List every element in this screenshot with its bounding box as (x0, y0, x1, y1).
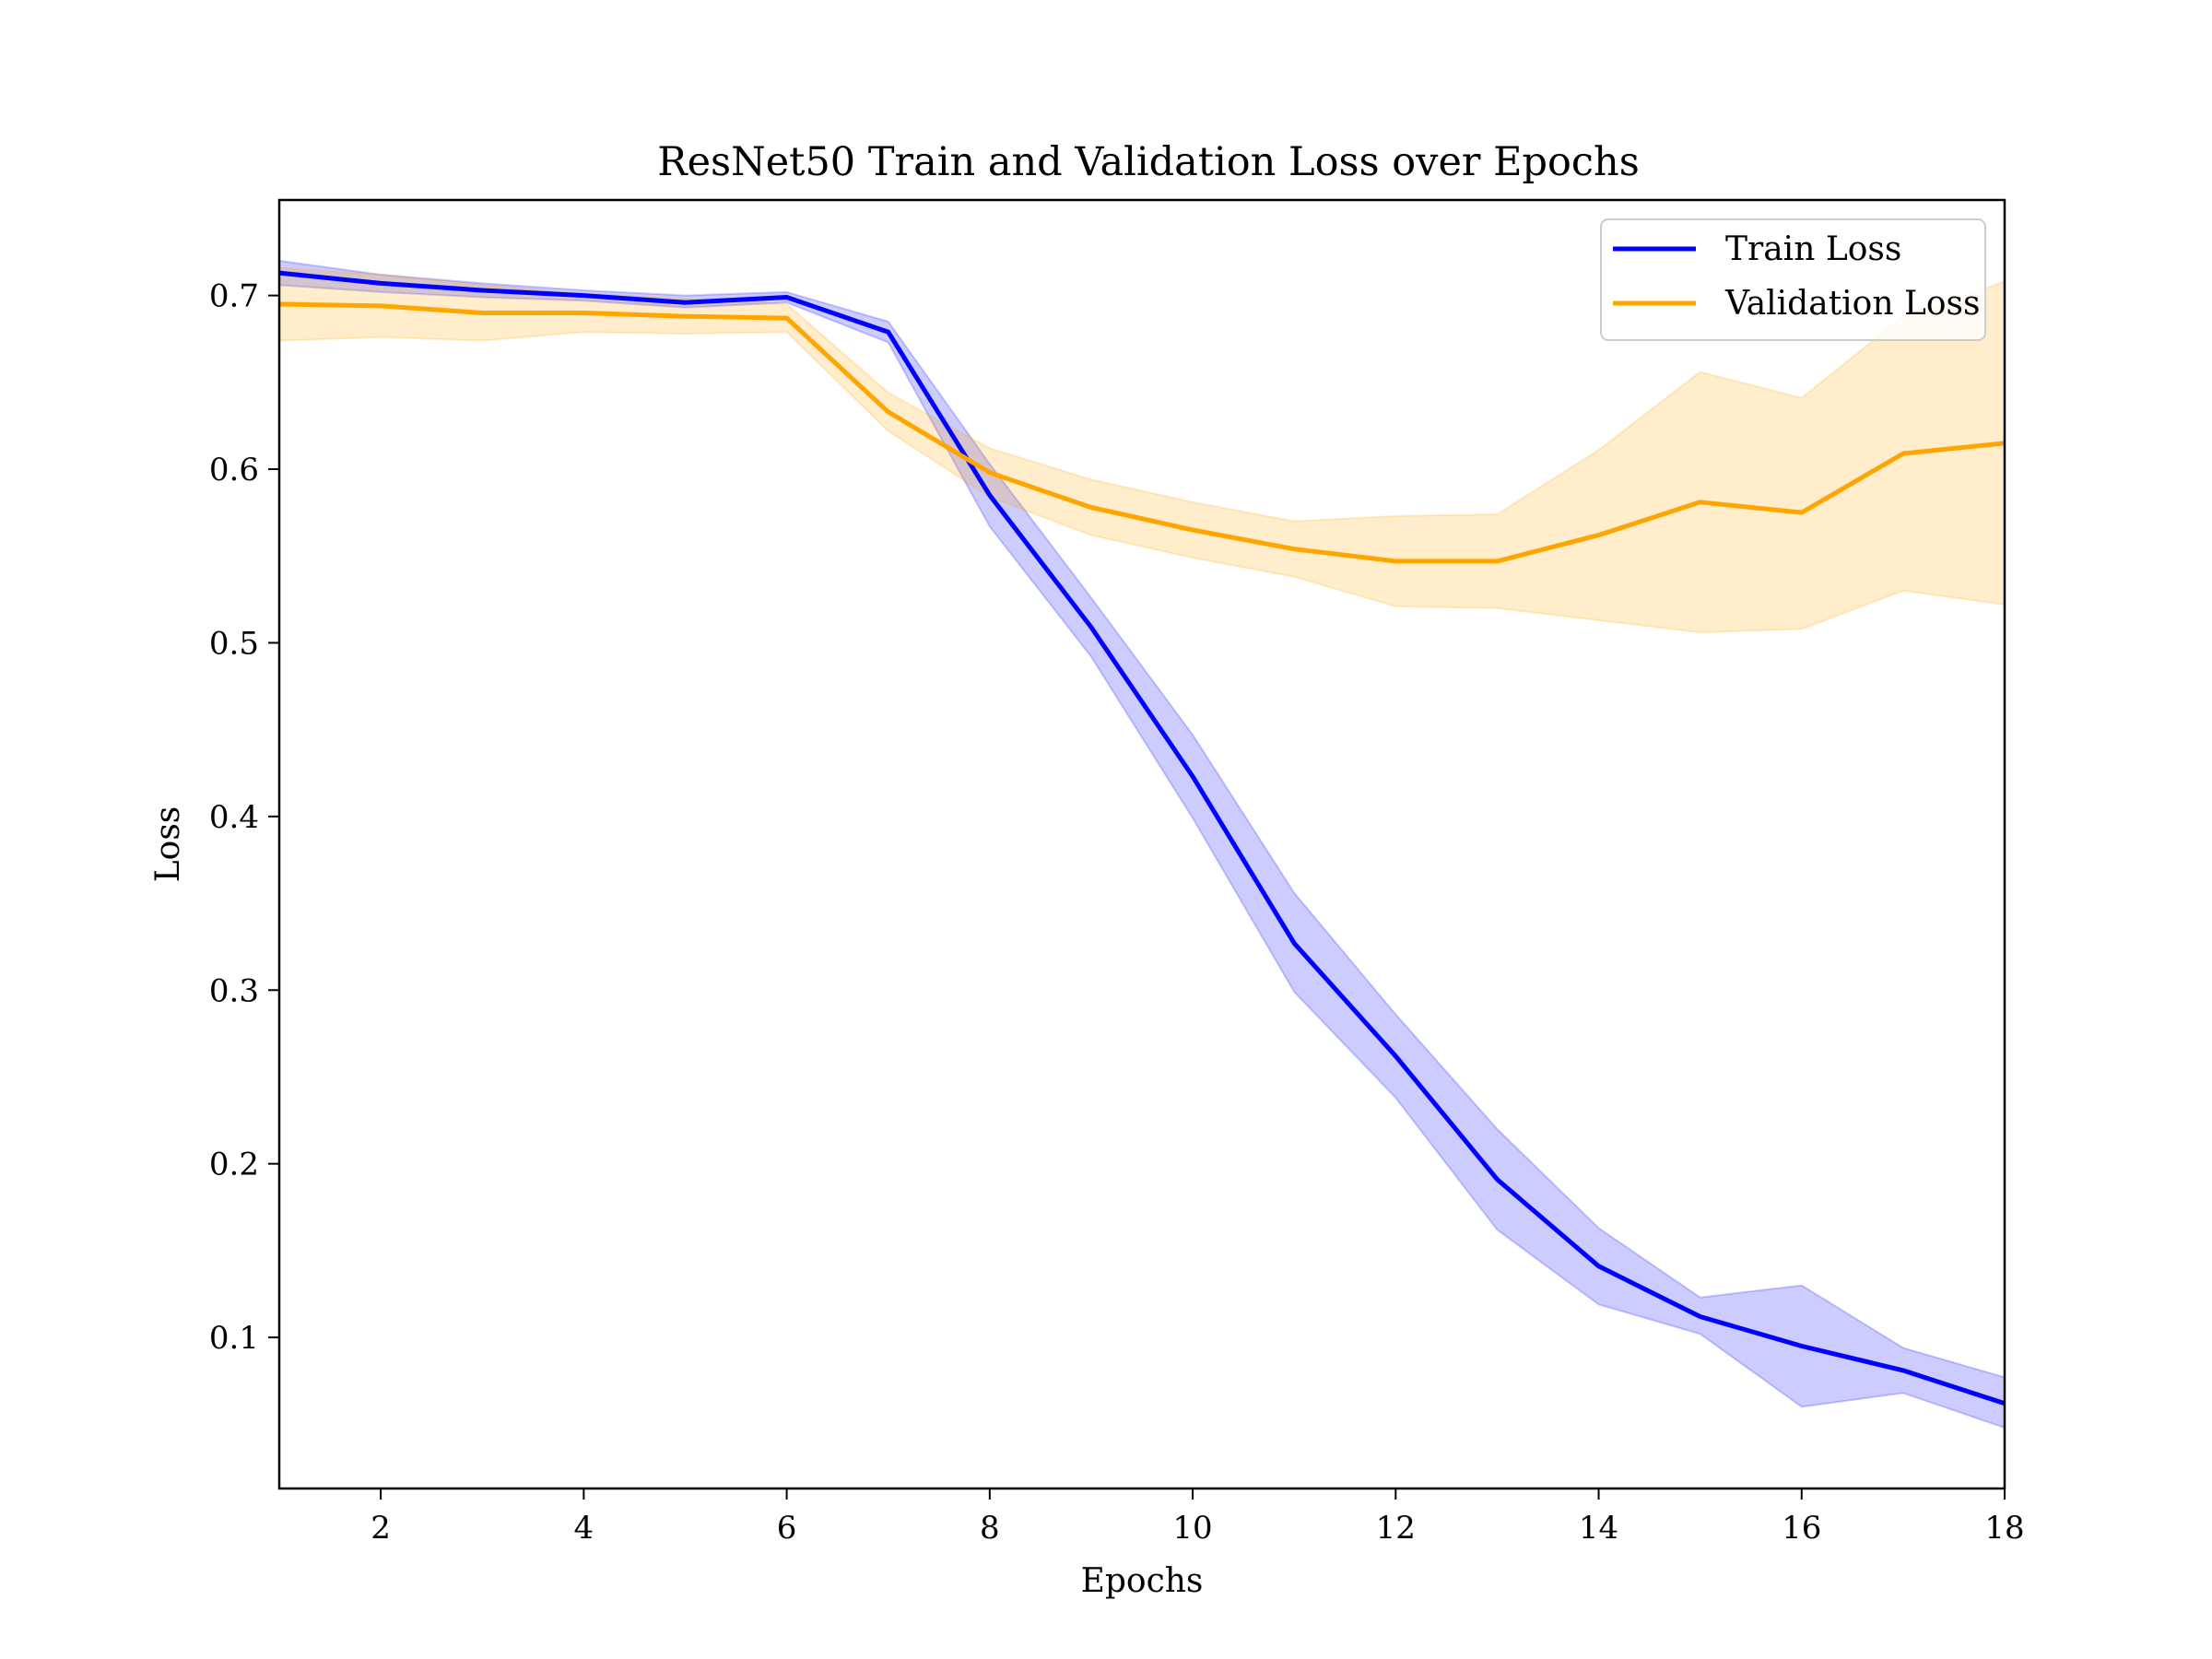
x-tick-label: 4 (574, 1510, 594, 1547)
y-axis-ticks: 0.1 0.2 0.3 0.4 0.5 0.6 0.7 (209, 278, 279, 1357)
x-axis-label: Epochs (1081, 1562, 1204, 1600)
x-tick-label: 8 (980, 1510, 1000, 1547)
legend-box (1600, 218, 1986, 341)
y-tick-label: 0.4 (209, 799, 259, 836)
legend-label-train: Train Loss (1725, 230, 1901, 268)
y-tick-label: 0.1 (209, 1320, 259, 1357)
train-loss-line (278, 270, 2006, 1406)
x-tick-label: 10 (1172, 1510, 1212, 1547)
x-tick-label: 16 (1782, 1510, 1821, 1547)
x-tick-label: 14 (1579, 1510, 1618, 1547)
x-axis-ticks: 2 4 6 8 10 12 14 16 18 (371, 1488, 2025, 1547)
validation-loss-line (278, 301, 2006, 564)
y-tick-label: 0.2 (209, 1147, 259, 1183)
x-tick-label: 2 (371, 1510, 391, 1547)
x-tick-label: 18 (1984, 1510, 2024, 1547)
legend-label-validation: Validation Loss (1724, 285, 1981, 323)
y-tick-label: 0.6 (209, 452, 259, 488)
y-tick-label: 0.3 (209, 972, 259, 1009)
chart-title: ResNet50 Train and Validation Loss over … (657, 139, 1640, 185)
y-axis-label: Loss (149, 806, 187, 883)
legend: Train Loss Validation Loss (1600, 218, 1986, 341)
axes-frame (277, 198, 2006, 1490)
y-tick-label: 0.7 (209, 278, 259, 315)
series-lines (278, 270, 2006, 1406)
y-tick-label: 0.5 (209, 625, 259, 662)
x-tick-label: 6 (777, 1510, 797, 1547)
x-tick-label: 12 (1376, 1510, 1416, 1547)
